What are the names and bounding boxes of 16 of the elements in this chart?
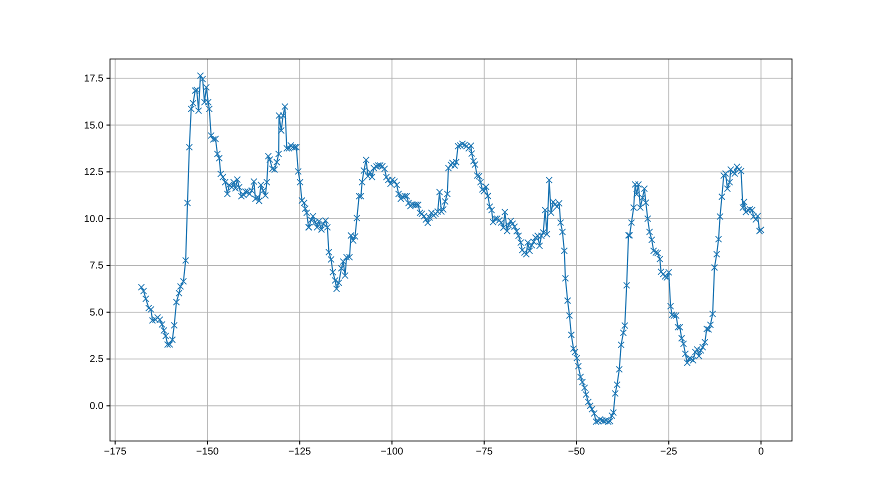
x-tick-label: −50 [568,446,586,458]
y-tick-label: 7.5 [90,260,104,272]
x-tick-label: −25 [660,446,678,458]
y-tick-label: 0.0 [90,401,104,412]
x-tick-label: −150 [196,446,220,458]
y-tick-label: 17.5 [84,73,104,84]
x-tick-label: −100 [380,446,404,458]
y-tick-label: 5.0 [90,307,104,318]
y-tick-label: 2.5 [90,354,104,366]
y-tick-label: 15.0 [84,120,104,132]
x-tick-label: −75 [476,446,494,458]
x-tick-label: −175 [104,446,127,458]
x-tick-label: −125 [288,446,312,458]
y-tick-label: 10.0 [84,214,104,225]
y-tick-label: 12.5 [84,167,104,178]
x-tick-label: 0 [758,446,764,458]
